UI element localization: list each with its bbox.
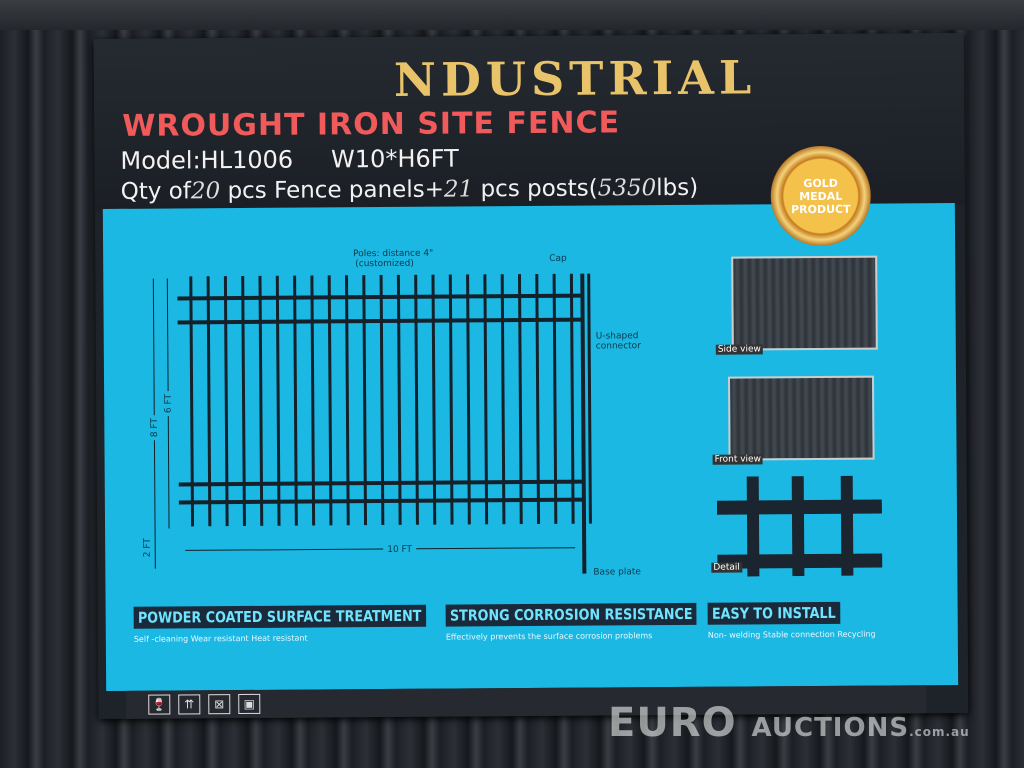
weight-unit: lbs) bbox=[656, 174, 699, 202]
poles-sub: (customized) bbox=[355, 258, 414, 270]
width-label: 10 FT bbox=[383, 544, 417, 556]
feature-title: STRONG CORROSION RESISTANCE bbox=[445, 602, 697, 627]
picket bbox=[327, 275, 333, 526]
picket bbox=[517, 274, 523, 525]
base-label: Base plate bbox=[593, 567, 641, 578]
watermark-logo: EURO AUCTIONS.com.au bbox=[608, 700, 970, 746]
feature-title: POWDER COATED SURFACE TREATMENT bbox=[133, 604, 426, 629]
rail bbox=[177, 293, 584, 301]
picket bbox=[379, 275, 385, 526]
product-panel: 8 FT 6 FT 2 FT Poles: distance 4" (custo… bbox=[102, 203, 959, 691]
gold-medal-badge: GOLD MEDAL PRODUCT bbox=[770, 145, 872, 247]
picket bbox=[535, 273, 541, 524]
top-rail bbox=[0, 0, 1024, 30]
feature-sub: Self -cleaning Wear resistant Heat resis… bbox=[133, 633, 308, 644]
fence-diagram bbox=[152, 273, 592, 574]
picket bbox=[206, 276, 212, 527]
picket bbox=[500, 274, 506, 525]
medal-line2: MEDAL bbox=[799, 189, 843, 203]
picket bbox=[241, 275, 246, 527]
width-dimension bbox=[185, 547, 576, 551]
side-view-label: Side view bbox=[715, 344, 763, 355]
picket bbox=[258, 275, 264, 526]
rail bbox=[178, 497, 585, 505]
watermark-suffix: AUCTIONS bbox=[751, 713, 910, 743]
picket bbox=[414, 274, 419, 525]
qty-posts: 21 bbox=[443, 176, 474, 203]
picket bbox=[293, 275, 298, 526]
cap-label: Cap bbox=[549, 253, 567, 264]
picket bbox=[448, 274, 454, 525]
model-line: Model:HL1006 W10*H6FT bbox=[120, 144, 458, 174]
side-view-photo bbox=[731, 255, 878, 351]
banner-subtitle: WROUGHT IRON SITE FENCE bbox=[122, 105, 621, 144]
picket bbox=[275, 275, 281, 526]
connector-label: U-shaped connector bbox=[595, 331, 641, 352]
post bbox=[580, 273, 587, 574]
qty-panels: 20 bbox=[190, 178, 221, 205]
no-stacking-icon: ⊠ bbox=[208, 694, 231, 715]
picket bbox=[189, 276, 195, 527]
quantity-line: Qty of20 pcs Fence panels+21 pcs posts(5… bbox=[121, 175, 699, 205]
forklift-icon: ▣ bbox=[238, 693, 261, 715]
watermark-brand: EURO bbox=[608, 700, 737, 746]
feature-powder-coated: POWDER COATED SURFACE TREATMENT Self -cle… bbox=[133, 604, 478, 644]
detail-diagram bbox=[716, 475, 883, 577]
feature-corrosion: STRONG CORROSION RESISTANCE Effectively p… bbox=[445, 602, 742, 642]
picket bbox=[223, 276, 229, 527]
banner-title: NDUSTRIAL bbox=[393, 50, 757, 107]
picket bbox=[344, 275, 350, 526]
size: W10*H6FT bbox=[331, 144, 459, 174]
qty-posts-label: pcs posts( bbox=[480, 175, 598, 203]
height-ground-label: 2 FT bbox=[142, 535, 153, 561]
model: Model:HL1006 bbox=[120, 145, 294, 175]
picket bbox=[587, 273, 592, 524]
picket bbox=[431, 274, 437, 525]
this-way-up-icon: ⇈ bbox=[178, 694, 201, 715]
feature-easy-install: EASY TO INSTALL Non- welding Stable conne… bbox=[707, 601, 876, 640]
height-total-label: 8 FT bbox=[149, 415, 160, 441]
picket bbox=[552, 273, 558, 524]
medal-line1: GOLD bbox=[803, 176, 838, 190]
picket bbox=[362, 275, 368, 526]
picket bbox=[569, 273, 575, 524]
detail-label: Detail bbox=[711, 562, 742, 573]
feature-sub: Non- welding Stable connection Recycling bbox=[707, 629, 876, 640]
front-view-label: Front view bbox=[712, 454, 763, 465]
picket bbox=[483, 274, 489, 525]
picket bbox=[466, 274, 471, 525]
picket bbox=[396, 274, 402, 525]
fence-banner: NDUSTRIAL WROUGHT IRON SITE FENCE Model:… bbox=[93, 32, 969, 720]
medal-line3: PRODUCT bbox=[791, 202, 851, 216]
fragile-icon: 🍷 bbox=[148, 694, 171, 715]
rail bbox=[178, 479, 585, 487]
qty-prefix: Qty of bbox=[120, 178, 192, 205]
height-panel-label: 6 FT bbox=[163, 390, 174, 417]
picket bbox=[310, 275, 316, 526]
watermark-domain: .com.au bbox=[909, 725, 970, 739]
poles-label: Poles: distance 4" bbox=[353, 248, 434, 260]
weight: 5350 bbox=[597, 175, 657, 202]
feature-title: EASY TO INSTALL bbox=[707, 601, 841, 625]
rail bbox=[177, 317, 584, 325]
front-view-photo bbox=[728, 375, 875, 461]
qty-middle: pcs Fence panels+ bbox=[227, 176, 445, 205]
feature-sub: Effectively prevents the surface corrosi… bbox=[445, 631, 653, 642]
